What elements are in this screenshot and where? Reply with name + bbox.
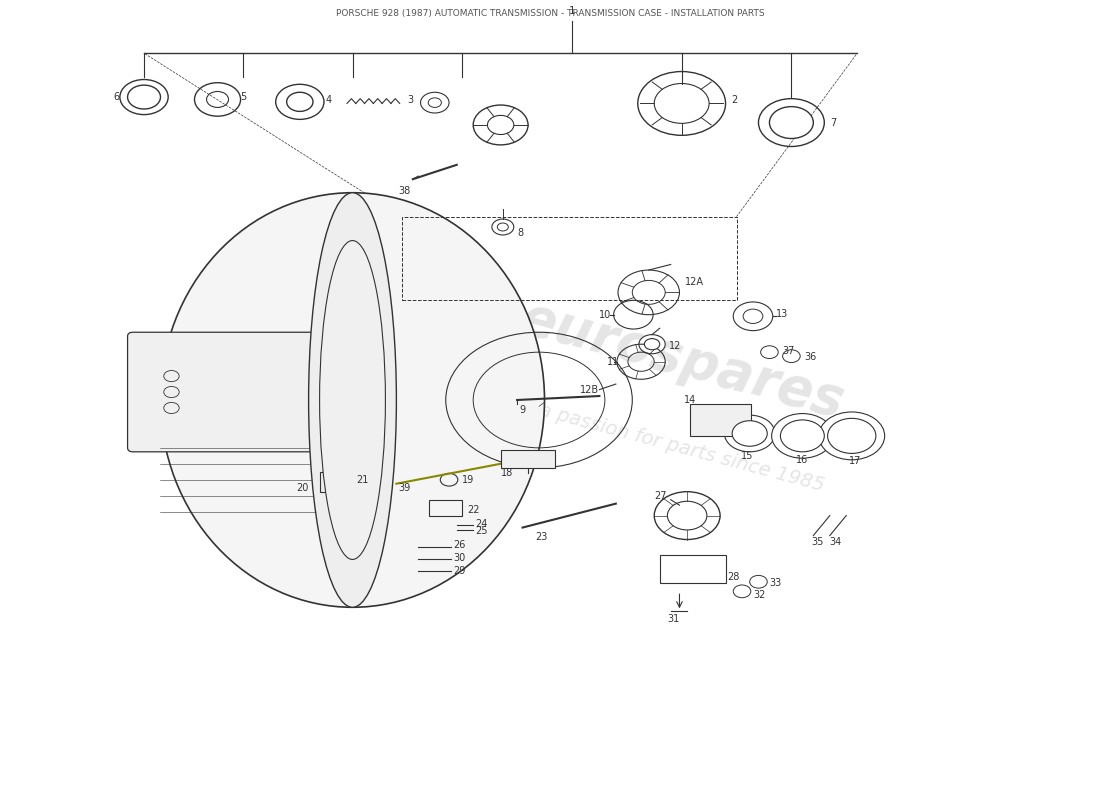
Text: 30: 30 [453, 553, 465, 563]
Text: eurospares: eurospares [514, 292, 849, 428]
Circle shape [128, 85, 161, 109]
Bar [691, 404, 751, 436]
Circle shape [639, 334, 665, 354]
Text: 1: 1 [569, 6, 575, 16]
Text: 8: 8 [517, 227, 524, 238]
Text: a passion for parts since 1985: a passion for parts since 1985 [537, 401, 826, 495]
Text: 18: 18 [500, 468, 513, 478]
Circle shape [769, 106, 813, 138]
Text: 26: 26 [453, 540, 465, 550]
Text: 28: 28 [728, 572, 740, 582]
Text: 12: 12 [669, 341, 681, 350]
Circle shape [120, 79, 168, 114]
Circle shape [759, 98, 824, 146]
Text: 20: 20 [296, 482, 309, 493]
Text: 4: 4 [326, 95, 331, 106]
Text: 11: 11 [607, 357, 619, 366]
Text: 12A: 12A [685, 277, 704, 287]
Text: 34: 34 [829, 537, 842, 547]
Text: 24: 24 [475, 518, 487, 529]
Circle shape [733, 421, 768, 446]
Text: 19: 19 [462, 474, 474, 485]
Circle shape [827, 418, 876, 454]
Circle shape [771, 414, 833, 458]
Text: 22: 22 [468, 505, 481, 515]
Circle shape [818, 412, 884, 460]
Text: PORSCHE 928 (1987) AUTOMATIC TRANSMISSION - TRANSMISSION CASE - INSTALLATION PAR: PORSCHE 928 (1987) AUTOMATIC TRANSMISSIO… [336, 10, 764, 18]
Text: 29: 29 [453, 566, 465, 576]
Text: 12B: 12B [581, 385, 600, 394]
Text: 9: 9 [519, 405, 526, 414]
Bar [320, 472, 346, 492]
Bar [660, 555, 726, 583]
FancyBboxPatch shape [128, 332, 380, 452]
Ellipse shape [309, 193, 396, 607]
Text: 31: 31 [668, 614, 680, 624]
Circle shape [645, 338, 660, 350]
Text: 36: 36 [804, 352, 817, 362]
Text: 15: 15 [741, 451, 754, 461]
Text: 37: 37 [782, 346, 795, 355]
Circle shape [725, 415, 774, 452]
Bar [500, 450, 556, 468]
Text: 21: 21 [356, 474, 369, 485]
Circle shape [780, 420, 824, 452]
Text: 13: 13 [776, 309, 789, 319]
Circle shape [276, 84, 324, 119]
Text: 10: 10 [600, 310, 612, 320]
Text: 27: 27 [654, 490, 667, 501]
Text: 38: 38 [398, 186, 410, 196]
Text: 32: 32 [754, 590, 766, 600]
Text: 2: 2 [732, 95, 737, 106]
Ellipse shape [320, 241, 385, 559]
Text: 7: 7 [829, 118, 836, 127]
Text: 6: 6 [113, 92, 120, 102]
Bar [429, 500, 462, 515]
Text: 39: 39 [398, 482, 410, 493]
Text: 33: 33 [769, 578, 782, 588]
Text: 5: 5 [241, 92, 246, 102]
Text: 25: 25 [475, 526, 488, 536]
Text: 17: 17 [849, 456, 861, 466]
Text: 35: 35 [811, 537, 824, 547]
Text: 3: 3 [407, 95, 414, 106]
Text: 14: 14 [684, 395, 696, 405]
Text: 23: 23 [536, 532, 548, 542]
Circle shape [287, 92, 314, 111]
Ellipse shape [161, 193, 544, 607]
Text: 16: 16 [796, 454, 808, 465]
